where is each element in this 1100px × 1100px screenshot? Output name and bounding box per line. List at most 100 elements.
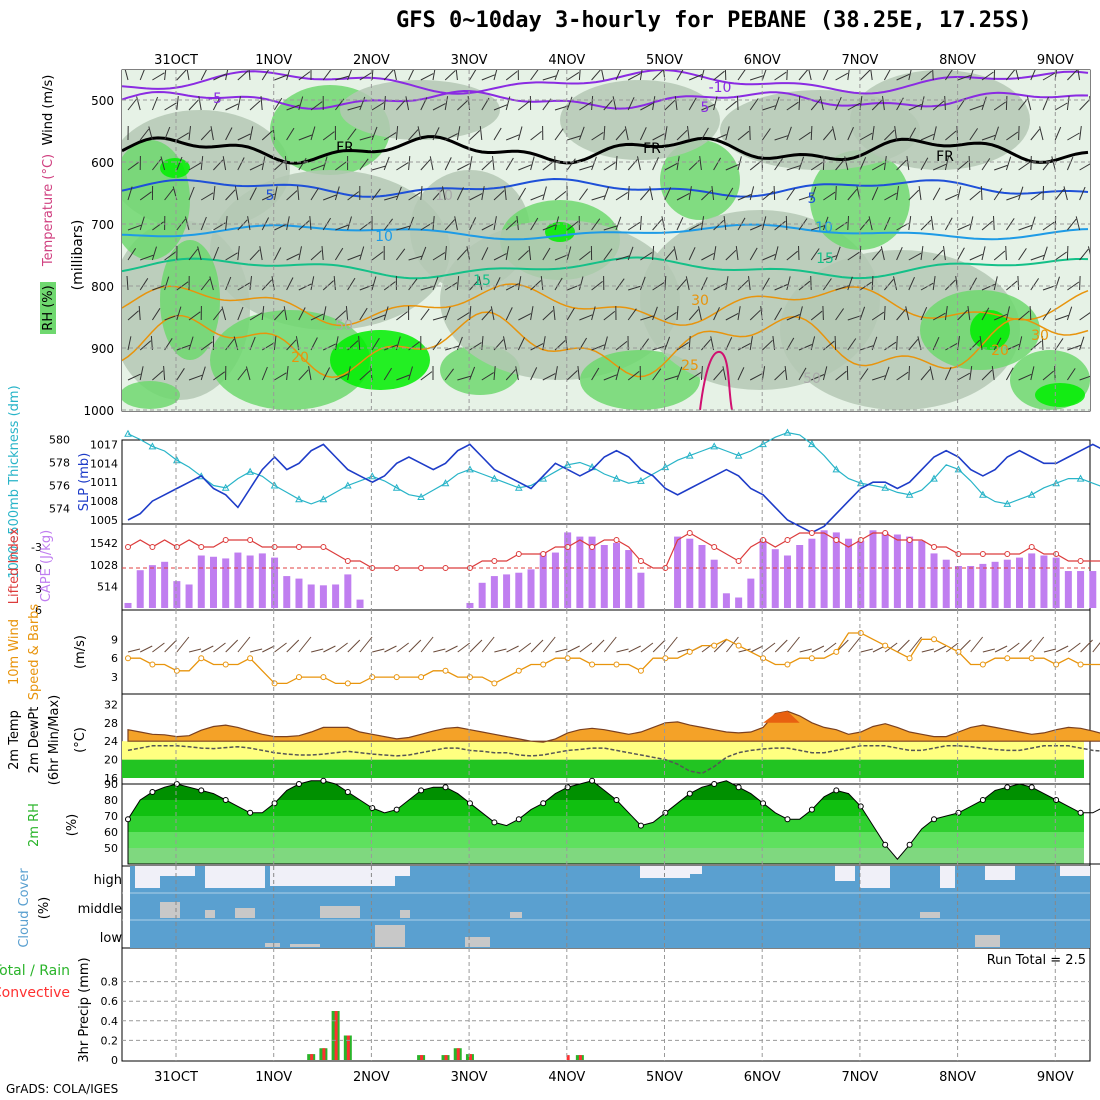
wind-barb [1018,125,1020,141]
lifted-index-line-point [1028,544,1035,550]
wind-barb [1067,218,1077,231]
wind-barb [859,306,866,321]
rh-point [125,816,131,823]
wind-barb [591,344,605,351]
wind-barb [847,276,853,291]
cloud-middle [400,910,410,918]
wind-barb [286,366,289,381]
wind-barb [957,372,971,381]
wind-barb [456,276,460,291]
wind-barb [761,216,767,231]
wind-barb [725,187,734,201]
wind-barb [286,104,300,111]
wind-barb [139,128,150,141]
lifted-index-line-point [418,565,425,571]
wind-barb [1079,312,1090,321]
wind-barb [786,70,788,81]
cape-bar [771,549,779,608]
wind-barb [1079,99,1090,111]
wind-barb [308,366,312,381]
cloud-level-label: low [100,931,123,946]
wind-barb [700,216,705,231]
wind-barb [201,645,214,653]
wind-barb [347,254,361,261]
wind-barb [505,96,511,111]
upper-air-labels: -10 -5 5 FR FR FR 5 5 10 10 15 15 20 20 25 30 30 10 50 50 [208,80,1049,387]
wind-barb [1006,70,1016,81]
wind-barb [371,126,378,141]
wind-barb [493,216,497,231]
wind-barb [603,125,606,141]
wind-barb [237,368,247,381]
wind-barb [1077,70,1081,81]
wind-speed-line-point [491,680,498,687]
wind-barb [811,225,825,231]
cloud-high-clear [640,866,690,878]
wind-barb [1042,158,1053,171]
wind-speed-line-point [247,655,254,662]
cape-bar [722,593,730,608]
wind-barb [432,252,446,261]
wind-barb [908,127,917,141]
wind-barb [652,132,666,141]
wind-barb [396,642,409,653]
thickness-line-point [1027,490,1036,498]
wind-barb [1066,368,1076,381]
wind-barb [359,370,371,381]
wind-barb [176,132,190,141]
wind-barb [859,368,869,381]
rh-point [564,784,571,791]
wind-barb [798,156,805,171]
wind-barb [993,215,995,231]
wind-barb [687,126,690,141]
temp-axis-label-c: (6hr Min/Max) [47,695,62,785]
lifted-index-line-point [760,537,767,543]
wind-barb [871,275,874,291]
wind-barb [957,186,962,201]
wind-barb [530,217,539,231]
wind-barb [1063,186,1068,201]
rh-unit-label: (%) [65,814,80,837]
wind-speed-line-point [931,636,938,643]
wind-barb [639,127,647,141]
date-label-top: 31OCT [154,53,198,68]
wind-barb [1017,275,1020,291]
wind-barb [993,188,1003,201]
wind-barb [334,186,340,201]
wind-barb [640,189,650,201]
wind-barb [297,186,300,201]
wind-barb [371,314,386,321]
wind-barb [1092,642,1100,653]
wind-barb [347,70,352,81]
wind-barb [579,101,592,111]
wind-barb [808,70,812,81]
wind-barb [884,278,894,291]
rh-point [222,797,229,803]
cape-bar [613,542,620,608]
wind-barb [883,70,891,81]
wind-barb [553,306,556,321]
wind-barb [968,155,971,171]
wind-barb [359,636,373,653]
wind-barb [286,253,300,261]
wind-barb [810,186,817,201]
temp-axis-label-a: 2m Temp [7,710,22,770]
wind-barb [664,99,676,111]
wind-barb [711,186,715,201]
wind-barb [469,130,481,141]
wind-barb [713,134,727,141]
temp-base-band [122,759,1084,778]
wind-barb [261,342,275,351]
wind-barb [469,70,477,81]
wind-barb [359,72,372,81]
cape-bar [283,576,291,608]
wind-barb [432,276,439,291]
wind-barb [1068,642,1081,653]
thickness-line-point [148,442,157,450]
wind-barb [627,371,640,381]
cape-bar [686,538,694,608]
wind-barb [737,130,750,141]
wind-barb [945,279,956,291]
wind-barb [542,310,554,321]
cape-bar [857,540,865,608]
